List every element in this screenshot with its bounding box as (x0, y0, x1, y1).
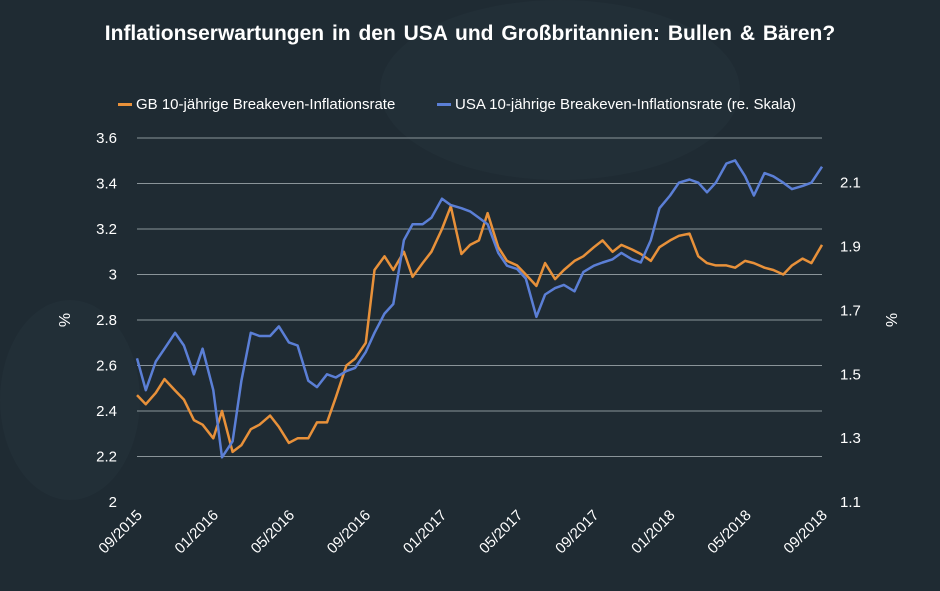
x-tick-label: 01/2018 (628, 507, 678, 557)
x-tick-label: 01/2016 (172, 507, 222, 557)
y-tick-label-right: 1.3 (840, 430, 861, 447)
legend-item-gb: GB 10-jährige Breakeven-Inflationsrate (118, 96, 395, 113)
x-tick-label: 09/2015 (95, 507, 145, 557)
y-tick-label-left: 2.8 (96, 312, 117, 329)
y-tick-label-right: 1.5 (840, 366, 861, 383)
y-tick-label-left: 3.4 (96, 176, 117, 193)
y-tick-label-left: 2.2 (96, 449, 117, 466)
y-axis-label-right: % (882, 313, 899, 327)
legend-label-usa: USA 10-jährige Breakeven-Inflationsrate … (455, 96, 797, 113)
y-tick-label-right: 1.1 (840, 494, 861, 511)
y-tick-label-left: 3 (109, 267, 117, 284)
x-tick-label: 01/2017 (400, 507, 450, 557)
legend-item-usa: USA 10-jährige Breakeven-Inflationsrate … (437, 96, 796, 113)
x-tick-label: 05/2018 (704, 507, 754, 557)
legend-swatch-usa (437, 103, 451, 106)
y-tick-label-left: 2 (109, 494, 117, 511)
y-axis-label-left: % (57, 313, 74, 327)
legend-label-gb: GB 10-jährige Breakeven-Inflationsrate (136, 96, 396, 113)
y-tick-label-left: 2.4 (96, 403, 117, 420)
series-line-gb (136, 205, 824, 454)
x-tick-label: 09/2017 (552, 507, 602, 557)
y-tick-label-left: 3.2 (96, 221, 117, 238)
y-tick-label-right: 1.9 (840, 239, 861, 256)
x-tick-label: 09/2018 (780, 507, 830, 557)
y-tick-label-left: 3.6 (96, 130, 117, 147)
series-line-usa (135, 159, 824, 459)
background-shape (0, 300, 140, 500)
y-tick-label-right: 1.7 (840, 302, 861, 319)
x-tick-label: 09/2016 (324, 507, 374, 557)
x-tick-label: 05/2017 (476, 507, 526, 557)
background-shape (380, 0, 740, 180)
y-tick-label-left: 2.6 (96, 358, 117, 375)
legend-swatch-gb (118, 103, 132, 106)
x-tick-label: 05/2016 (248, 507, 298, 557)
y-tick-label-right: 2.1 (840, 175, 861, 192)
chart-title: Inflationserwartungen in den USA und Gro… (104, 22, 836, 45)
